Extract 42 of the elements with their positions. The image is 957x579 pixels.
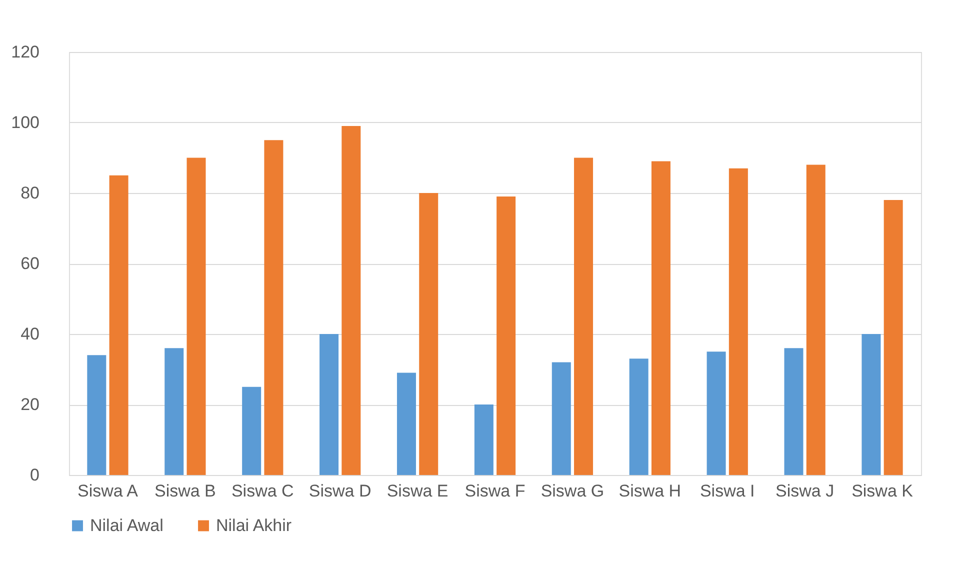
bar xyxy=(87,355,106,475)
bar xyxy=(264,140,284,475)
bar xyxy=(806,164,826,475)
y-tick-label: 0 xyxy=(30,466,40,484)
x-tick-label: Siswa C xyxy=(231,482,294,500)
x-tick-label: Siswa G xyxy=(540,482,604,500)
x-tick-label: Siswa F xyxy=(464,482,526,500)
bar xyxy=(342,126,361,475)
bar xyxy=(242,386,262,475)
bar xyxy=(474,404,494,475)
x-tick-label: Siswa D xyxy=(308,482,372,500)
bar xyxy=(396,372,416,475)
x-tick-label: Siswa H xyxy=(618,482,682,500)
y-tick-label: 100 xyxy=(11,113,40,132)
x-tick-label: Siswa E xyxy=(386,482,448,500)
bar xyxy=(109,175,128,475)
bar xyxy=(496,196,516,475)
bar xyxy=(728,168,748,475)
y-tick-label: 40 xyxy=(20,324,40,344)
bar xyxy=(419,193,438,475)
bar xyxy=(164,348,184,475)
x-tick-label: Siswa J xyxy=(776,482,834,500)
bar xyxy=(574,158,594,475)
x-tick-label: Siswa K xyxy=(852,482,914,500)
y-tick-label: 80 xyxy=(20,184,40,202)
bar xyxy=(884,200,903,475)
bar xyxy=(186,158,206,475)
x-tick-label: Siswa I xyxy=(700,482,755,500)
x-tick-label: Siswa A xyxy=(77,482,139,500)
bar xyxy=(651,161,670,475)
legend-label: Nilai Akhir xyxy=(216,516,292,535)
legend-label: Nilai Awal xyxy=(90,516,164,535)
bar xyxy=(862,334,881,475)
bar xyxy=(320,334,339,475)
bar xyxy=(784,348,804,475)
bar xyxy=(629,358,648,475)
y-tick-label: 60 xyxy=(20,254,40,273)
y-tick-label: 120 xyxy=(11,42,40,62)
x-tick-label: Siswa B xyxy=(154,482,216,500)
bar xyxy=(552,362,571,475)
y-tick-label: 20 xyxy=(20,395,40,414)
bar xyxy=(706,352,726,475)
